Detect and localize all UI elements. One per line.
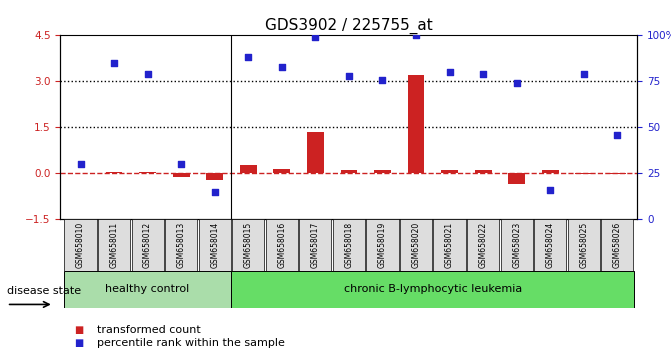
Text: GSM658010: GSM658010 bbox=[76, 222, 85, 268]
Bar bbox=[273, 169, 290, 173]
Bar bbox=[172, 173, 189, 177]
Point bbox=[612, 132, 623, 138]
FancyBboxPatch shape bbox=[534, 219, 566, 271]
Bar bbox=[575, 173, 592, 174]
Point bbox=[478, 71, 488, 77]
FancyBboxPatch shape bbox=[467, 219, 499, 271]
Point bbox=[75, 161, 86, 167]
FancyBboxPatch shape bbox=[266, 219, 298, 271]
Point bbox=[243, 55, 254, 60]
Bar bbox=[508, 173, 525, 184]
Text: GSM658024: GSM658024 bbox=[546, 222, 555, 268]
Text: GSM658017: GSM658017 bbox=[311, 222, 320, 268]
Point bbox=[142, 71, 153, 77]
Point bbox=[578, 71, 589, 77]
Bar bbox=[307, 132, 323, 173]
FancyBboxPatch shape bbox=[299, 219, 331, 271]
Bar bbox=[374, 170, 391, 173]
Bar bbox=[140, 172, 156, 173]
Point bbox=[444, 69, 455, 75]
Point bbox=[377, 77, 388, 82]
FancyBboxPatch shape bbox=[132, 219, 164, 271]
Text: GSM658014: GSM658014 bbox=[210, 222, 219, 268]
Text: GSM658019: GSM658019 bbox=[378, 222, 387, 268]
Point bbox=[310, 34, 321, 40]
Point bbox=[344, 73, 354, 79]
Text: GSM658013: GSM658013 bbox=[176, 222, 186, 268]
Text: GSM658018: GSM658018 bbox=[344, 222, 354, 268]
FancyBboxPatch shape bbox=[199, 219, 231, 271]
Text: GSM658025: GSM658025 bbox=[579, 222, 588, 268]
FancyBboxPatch shape bbox=[64, 219, 97, 271]
FancyBboxPatch shape bbox=[232, 219, 264, 271]
Bar bbox=[407, 75, 424, 173]
Text: GSM658021: GSM658021 bbox=[445, 222, 454, 268]
FancyBboxPatch shape bbox=[501, 219, 533, 271]
FancyBboxPatch shape bbox=[165, 219, 197, 271]
Point bbox=[276, 64, 287, 69]
FancyBboxPatch shape bbox=[568, 219, 600, 271]
FancyBboxPatch shape bbox=[366, 219, 399, 271]
Text: GSM658015: GSM658015 bbox=[244, 222, 253, 268]
Text: GSM658023: GSM658023 bbox=[512, 222, 521, 268]
Bar bbox=[609, 173, 625, 174]
Point bbox=[176, 161, 187, 167]
Text: percentile rank within the sample: percentile rank within the sample bbox=[97, 338, 285, 348]
Text: GSM658022: GSM658022 bbox=[478, 222, 488, 268]
Point bbox=[411, 33, 421, 38]
Point bbox=[545, 187, 556, 193]
Text: ■: ■ bbox=[74, 325, 83, 335]
FancyBboxPatch shape bbox=[231, 271, 634, 308]
Bar bbox=[541, 170, 558, 173]
Text: healthy control: healthy control bbox=[105, 284, 190, 295]
Bar bbox=[340, 170, 357, 173]
Point bbox=[209, 189, 220, 195]
Text: ■: ■ bbox=[74, 338, 83, 348]
Bar bbox=[474, 170, 491, 173]
Text: disease state: disease state bbox=[7, 286, 81, 296]
Bar bbox=[240, 165, 256, 173]
Text: transformed count: transformed count bbox=[97, 325, 201, 335]
Text: GSM658012: GSM658012 bbox=[143, 222, 152, 268]
Text: GSM658016: GSM658016 bbox=[277, 222, 287, 268]
Title: GDS3902 / 225755_at: GDS3902 / 225755_at bbox=[265, 18, 433, 34]
FancyBboxPatch shape bbox=[64, 271, 231, 308]
Text: chronic B-lymphocytic leukemia: chronic B-lymphocytic leukemia bbox=[344, 284, 522, 295]
Text: GSM658026: GSM658026 bbox=[613, 222, 622, 268]
Bar bbox=[441, 170, 458, 173]
FancyBboxPatch shape bbox=[333, 219, 365, 271]
Bar bbox=[206, 173, 223, 179]
FancyBboxPatch shape bbox=[433, 219, 466, 271]
FancyBboxPatch shape bbox=[98, 219, 130, 271]
Point bbox=[109, 60, 119, 66]
FancyBboxPatch shape bbox=[400, 219, 432, 271]
Text: GSM658020: GSM658020 bbox=[411, 222, 421, 268]
Text: GSM658011: GSM658011 bbox=[109, 222, 119, 268]
Bar bbox=[105, 172, 122, 173]
FancyBboxPatch shape bbox=[601, 219, 633, 271]
Point bbox=[511, 80, 522, 86]
